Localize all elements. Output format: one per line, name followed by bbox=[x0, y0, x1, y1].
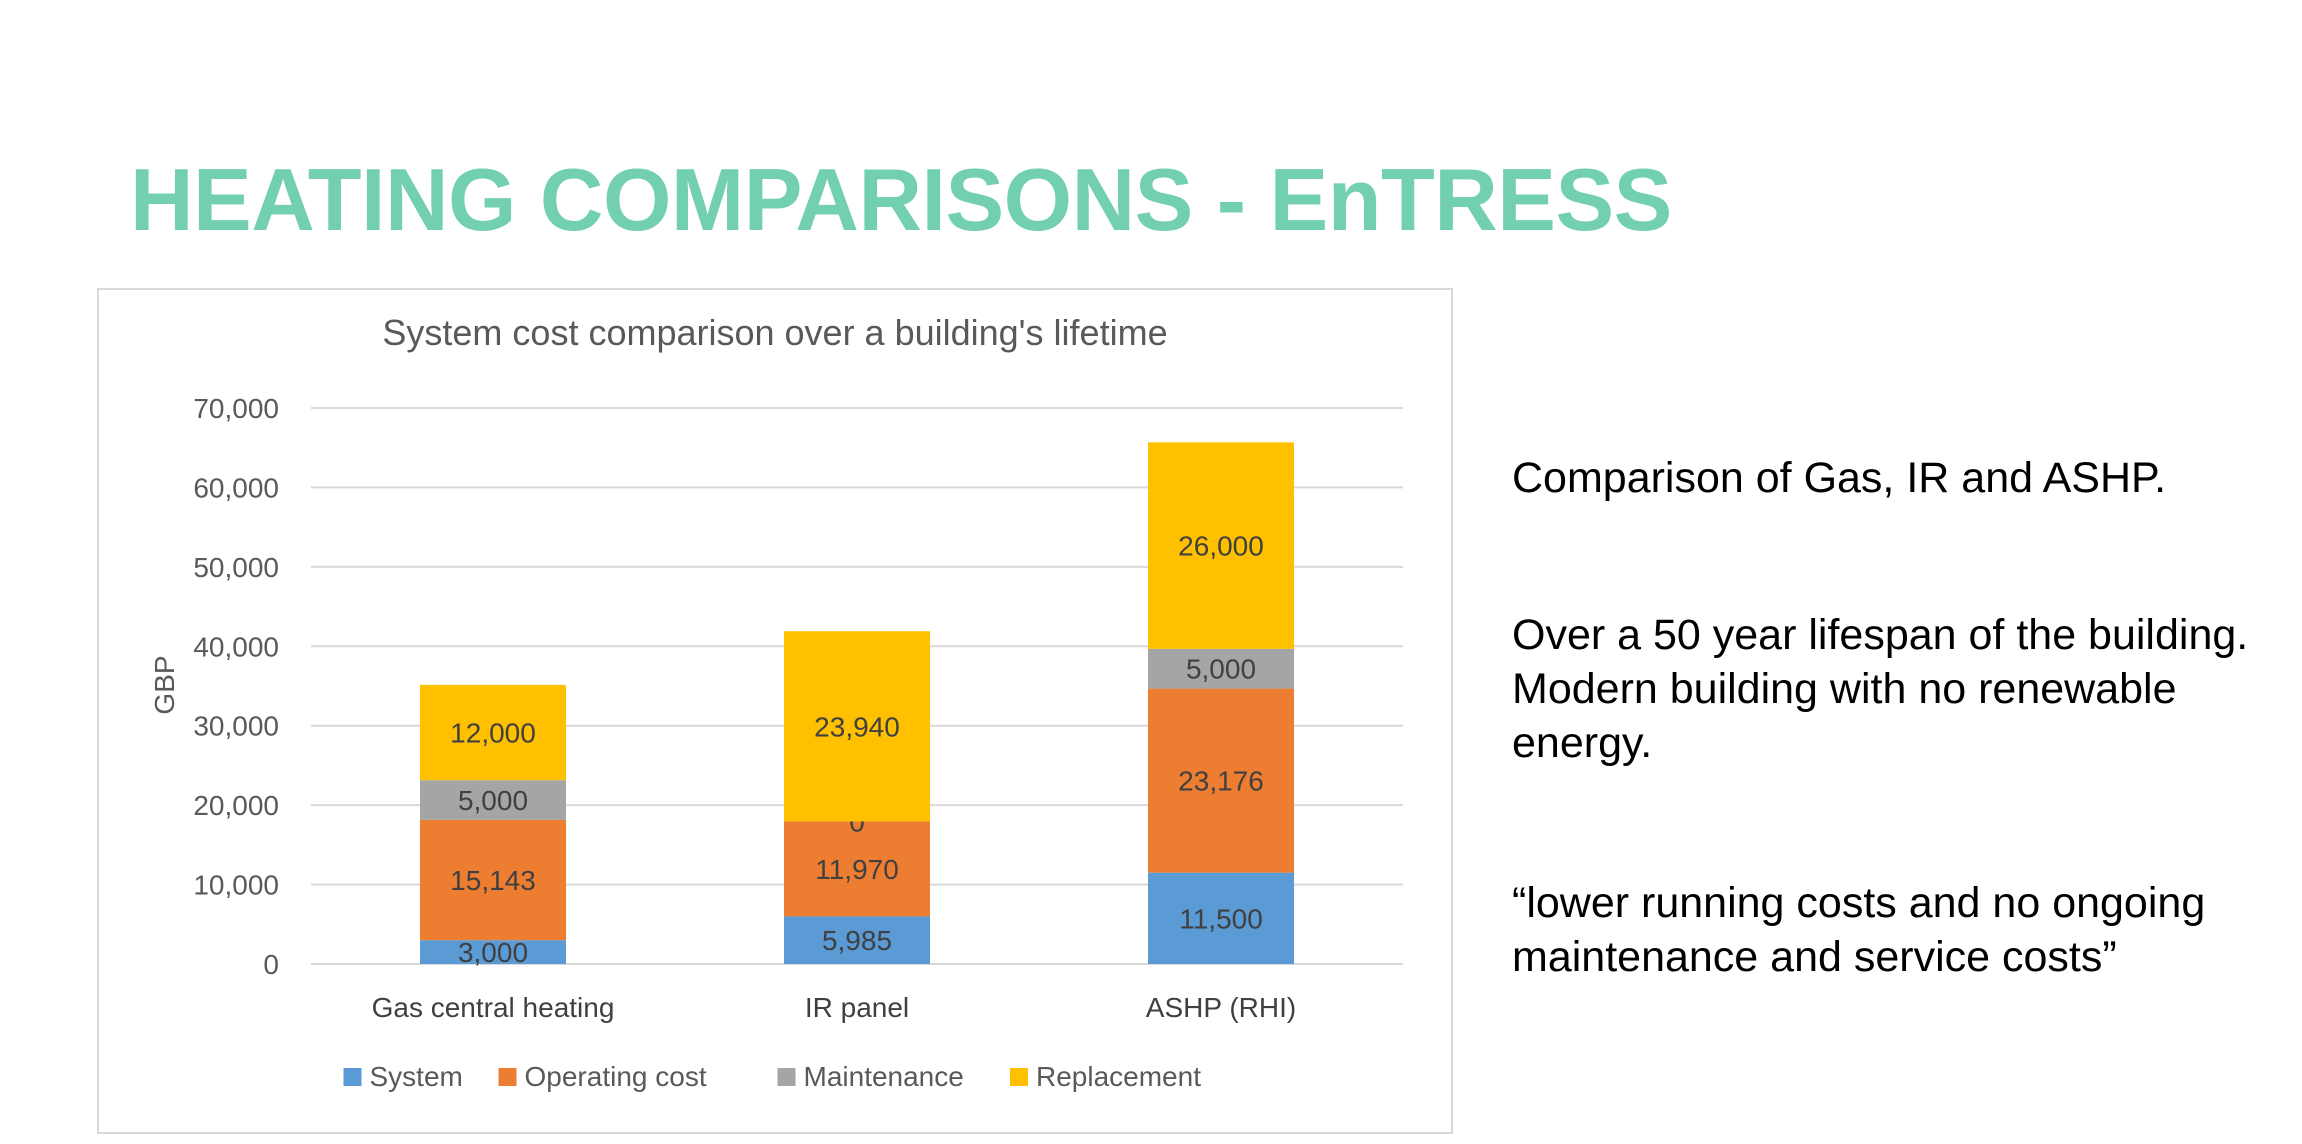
data-label: 5,000 bbox=[1186, 654, 1256, 685]
comparison-intro-text: Comparison of Gas, IR and ASHP. bbox=[1512, 454, 2167, 502]
data-label: 15,143 bbox=[450, 865, 536, 896]
slide-title: HEATING COMPARISONS - EnTRESS bbox=[130, 150, 1672, 249]
y-tick-label: 0 bbox=[263, 949, 279, 980]
data-label: 23,176 bbox=[1178, 766, 1264, 797]
x-category-label: ASHP (RHI) bbox=[1146, 992, 1296, 1023]
data-label: 12,000 bbox=[450, 718, 536, 749]
legend-label: Operating cost bbox=[525, 1061, 707, 1092]
y-tick-label: 50,000 bbox=[193, 552, 279, 583]
bar-stacks: 3,00015,1435,00012,0005,98511,970023,940… bbox=[420, 442, 1294, 968]
bar-segment bbox=[420, 819, 566, 941]
legend-swatch bbox=[343, 1068, 362, 1086]
y-tick-label: 40,000 bbox=[193, 631, 279, 662]
lifespan-note-text: Over a 50 year lifespan of the building.… bbox=[1512, 611, 2249, 767]
data-label: 11,500 bbox=[1179, 903, 1263, 934]
legend-swatch bbox=[498, 1068, 517, 1086]
bar-segment bbox=[1148, 688, 1294, 873]
legend: System Operating cost Maintenance Replaceme… bbox=[343, 1061, 1201, 1092]
y-tick-label: 70,000 bbox=[193, 393, 279, 424]
y-tick-label: 30,000 bbox=[193, 711, 279, 742]
legend-label: System bbox=[370, 1061, 463, 1092]
bar-segment bbox=[420, 684, 566, 781]
bar-segment bbox=[784, 821, 930, 917]
x-category-label: Gas central heating bbox=[372, 992, 615, 1023]
bar-segment bbox=[420, 780, 566, 820]
quote-text: “lower running costs and no ongoing main… bbox=[1512, 879, 2206, 981]
y-axis-title: GBP bbox=[149, 655, 180, 714]
y-tick-label: 20,000 bbox=[193, 790, 279, 821]
x-axis-category-labels: Gas central heating IR panel ASHP (RHI) bbox=[372, 992, 1297, 1023]
legend-swatch bbox=[777, 1068, 796, 1086]
chart-frame: System cost comparison over a building's… bbox=[97, 288, 1453, 1134]
data-label: 23,940 bbox=[814, 711, 900, 742]
y-axis-tick-labels: 0 10,000 20,000 30,000 40,000 50,000 60,000 70,… bbox=[193, 393, 279, 980]
chart-title: System cost comparison over a building's… bbox=[382, 312, 1167, 353]
data-label: 5,985 bbox=[822, 925, 892, 956]
bar-segment bbox=[784, 916, 930, 964]
bar-segment bbox=[1148, 872, 1294, 964]
bar-segment bbox=[1148, 442, 1294, 649]
legend-label: Maintenance bbox=[804, 1061, 964, 1092]
bar-segment bbox=[1148, 648, 1294, 689]
data-label: 3,000 bbox=[458, 937, 528, 968]
data-label: 26,000 bbox=[1178, 531, 1264, 562]
legend-swatch bbox=[1010, 1068, 1028, 1086]
stacked-bar-chart: System cost comparison over a building's… bbox=[149, 312, 1403, 1092]
y-tick-label: 10,000 bbox=[193, 870, 279, 901]
legend-label: Replacement bbox=[1036, 1061, 1201, 1092]
y-tick-label: 60,000 bbox=[193, 472, 279, 503]
x-category-label: IR panel bbox=[805, 992, 909, 1023]
data-label: 11,970 bbox=[815, 854, 899, 885]
data-label: 5,000 bbox=[458, 785, 528, 816]
bar-segment bbox=[420, 940, 566, 964]
bar-segment bbox=[784, 631, 930, 822]
